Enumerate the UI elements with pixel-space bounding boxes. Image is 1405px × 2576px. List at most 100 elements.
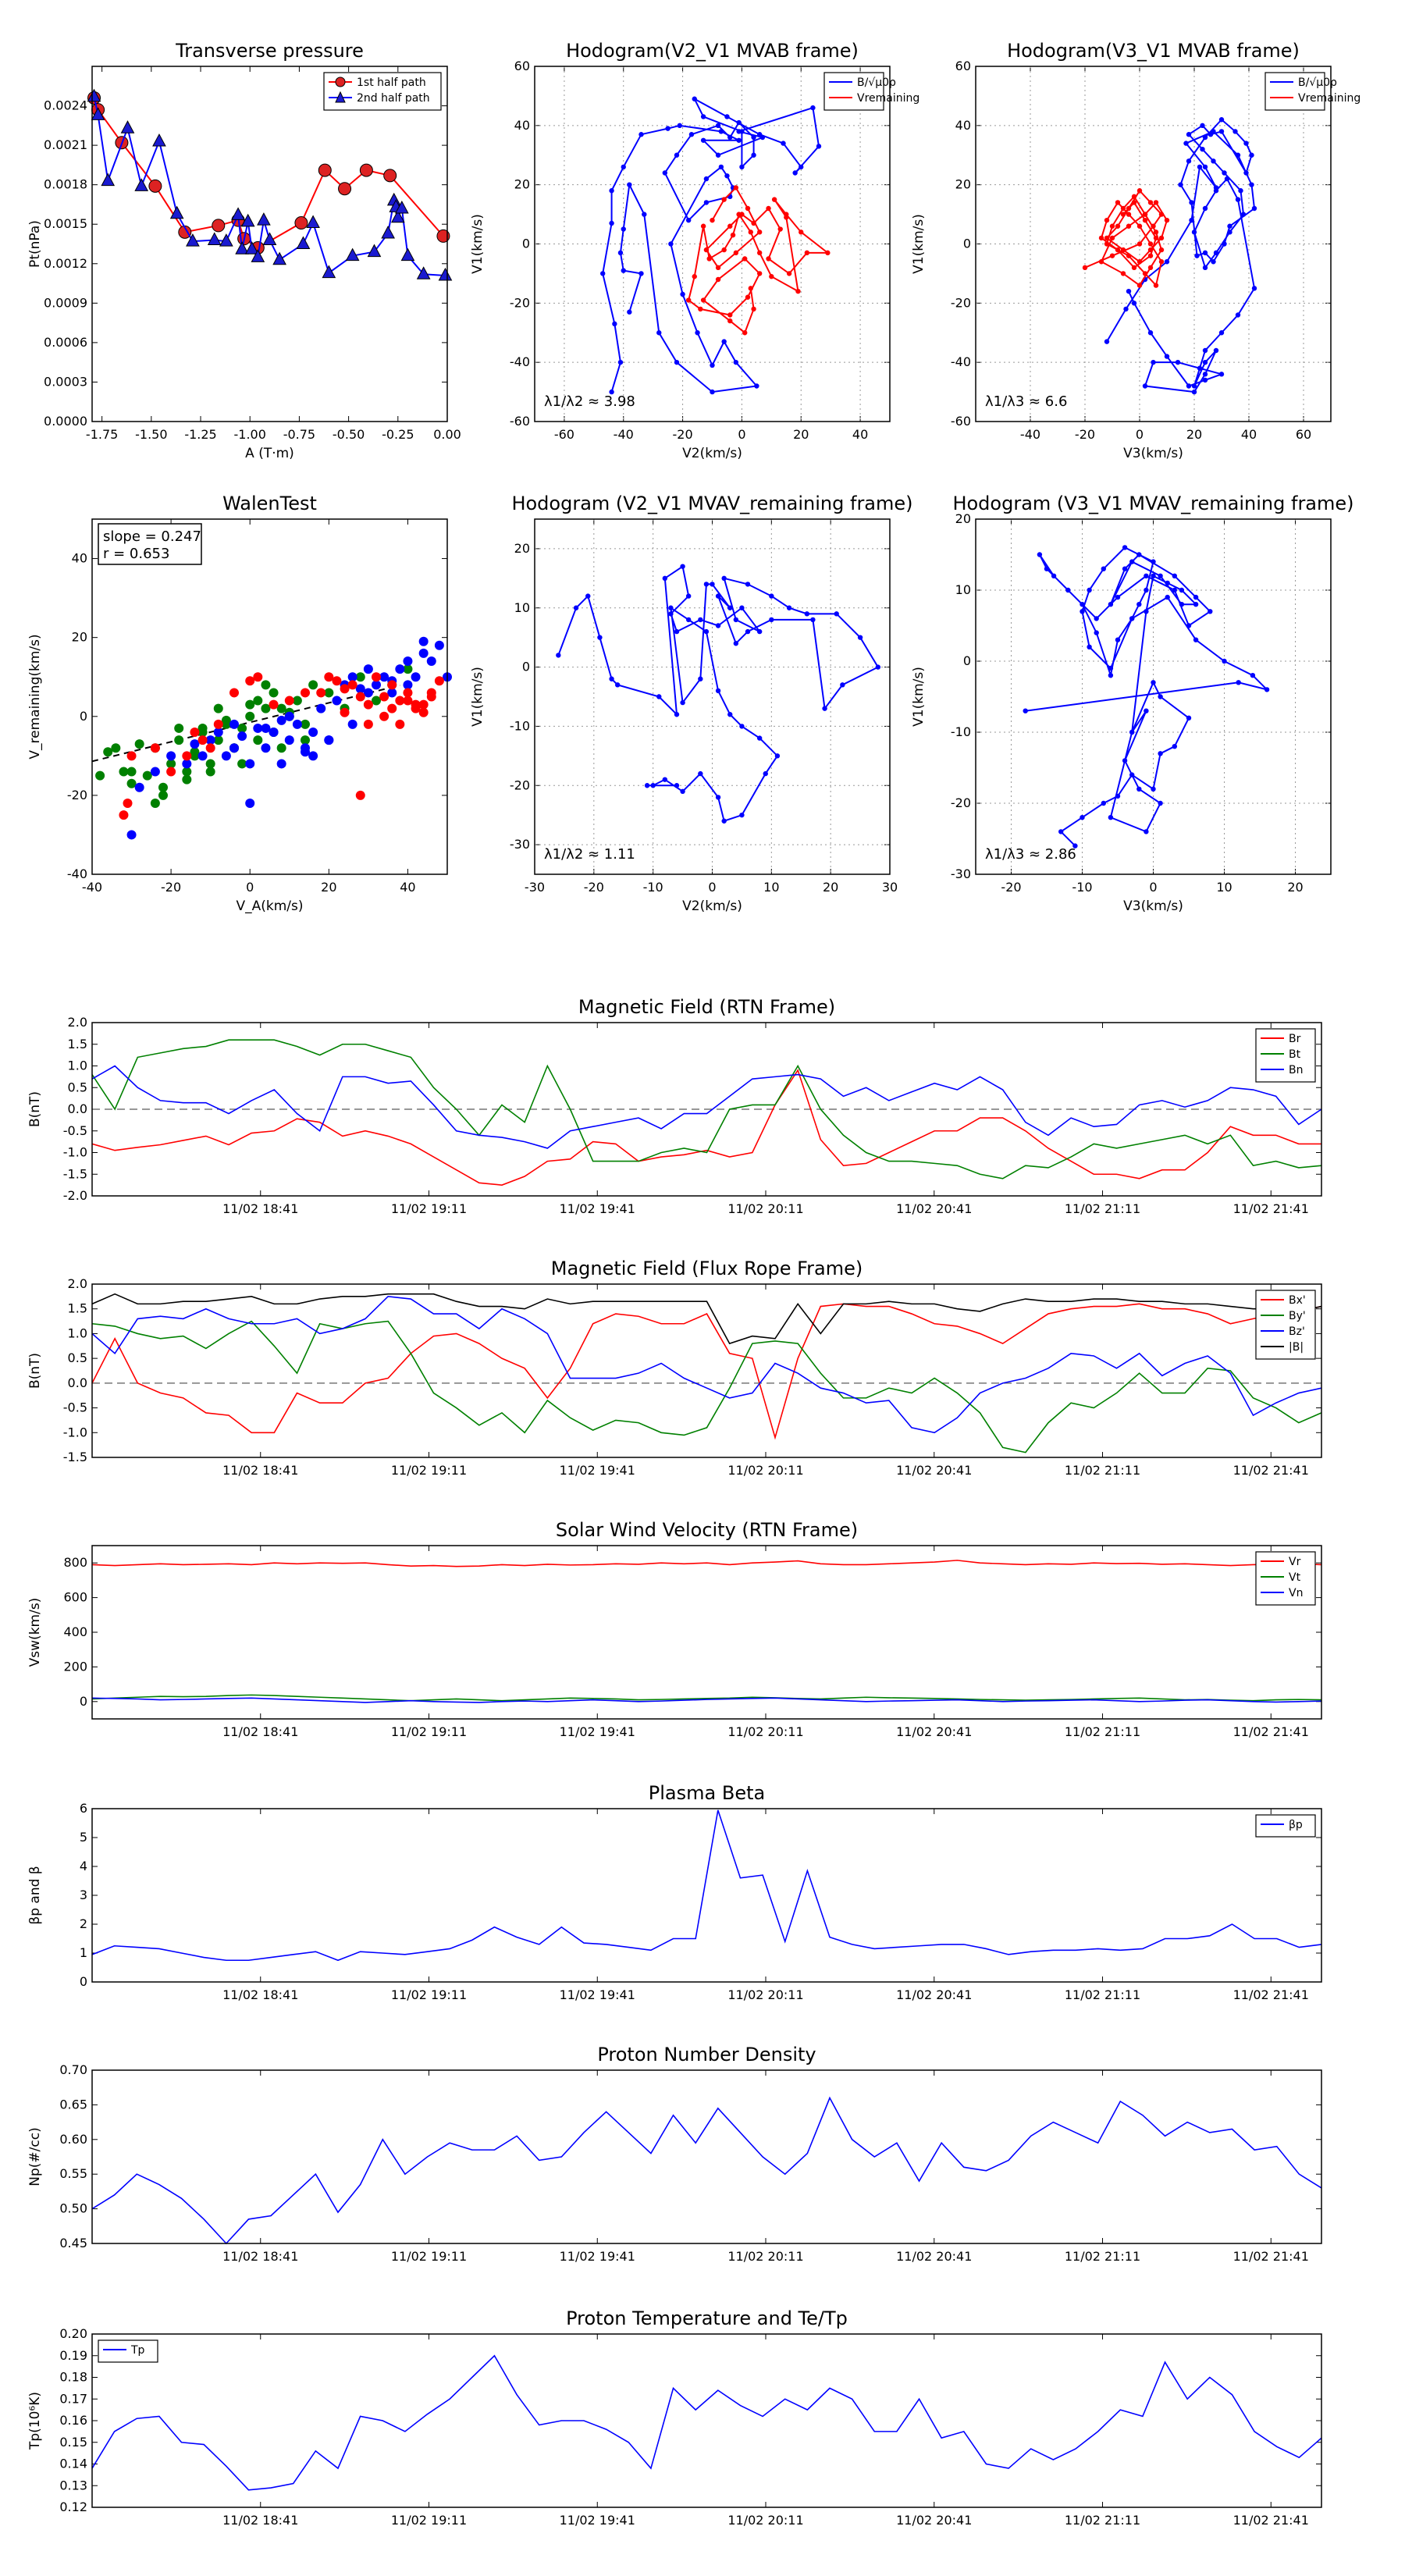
- data-point: [656, 694, 662, 699]
- data-point: [1144, 708, 1149, 713]
- data-point: [379, 692, 389, 702]
- data-point: [244, 241, 259, 254]
- data-point: [745, 205, 751, 212]
- data-point: [1109, 235, 1115, 241]
- series-line: [1106, 118, 1256, 393]
- x-tick-label: 60: [1296, 427, 1311, 442]
- y-tick-label: 0.15: [59, 2435, 87, 2450]
- data-point: [284, 696, 294, 706]
- y-tick-label: 40: [72, 551, 87, 566]
- data-point: [1158, 694, 1163, 699]
- data-point: [426, 656, 436, 666]
- data-point: [786, 271, 792, 276]
- data-point: [1208, 609, 1213, 614]
- data-point: [700, 137, 706, 143]
- data-point: [301, 743, 310, 753]
- legend: βp: [1255, 1814, 1316, 1838]
- x-tick-label: 30: [882, 880, 898, 895]
- data-point: [387, 680, 397, 690]
- data-point: [212, 219, 226, 233]
- y-tick-label: 1.0: [68, 1059, 87, 1073]
- data-point: [318, 163, 332, 177]
- data-point: [1178, 182, 1183, 187]
- data-point: [119, 767, 129, 777]
- data-point: [1238, 188, 1243, 194]
- series-B0: [1104, 117, 1257, 395]
- plot-frame: [91, 2069, 1322, 2244]
- data-point: [609, 676, 614, 681]
- y-axis-label: V_remaining(km/s): [27, 634, 43, 759]
- x-tick-label: -0.50: [333, 427, 365, 442]
- data-point: [126, 751, 137, 761]
- panel-title: Hodogram (V3_V1 MVAV_remaining frame): [952, 493, 1353, 514]
- legend-label: Br: [1289, 1033, 1301, 1045]
- panel-title: Solar Wind Velocity (RTN Frame): [556, 1519, 858, 1541]
- data-point: [1144, 587, 1149, 593]
- x-tick-label: 11/02 21:11: [1065, 1463, 1140, 1478]
- data-point: [698, 617, 703, 623]
- data-point: [875, 664, 881, 670]
- data-point: [123, 799, 133, 808]
- data-point: [1153, 235, 1159, 241]
- data-point: [721, 818, 727, 824]
- y-axis-label: B(nT): [27, 1353, 43, 1389]
- panel-hod3: Hodogram (V2_V1 MVAV_remaining frame) -30…: [470, 493, 913, 914]
- data-point: [769, 617, 774, 623]
- data-point: [733, 359, 739, 365]
- data-point: [1218, 330, 1225, 336]
- y-tick-label: -40: [67, 866, 87, 881]
- data-point: [1087, 587, 1092, 593]
- data-point: [1115, 637, 1121, 642]
- data-point: [126, 830, 137, 840]
- panel-tp: Proton Temperature and Te/Tp 0.12 0.13 0.14…: [27, 2307, 1322, 2528]
- y-axis-label: Vsw(km/s): [27, 1598, 43, 1667]
- x-tick-label: 40: [1241, 427, 1257, 442]
- data-point: [1108, 602, 1114, 607]
- y-tick-label: 0.45: [59, 2236, 87, 2250]
- data-point: [766, 256, 771, 262]
- data-point: [1158, 259, 1165, 265]
- data-point: [1120, 247, 1126, 253]
- data-point: [1172, 744, 1178, 749]
- data-point: [1131, 301, 1137, 306]
- x-tick-label: -20: [1001, 880, 1021, 895]
- series-line: [91, 1694, 1322, 1702]
- legend-box: [98, 2339, 158, 2363]
- data-point: [1218, 117, 1225, 123]
- y-tick-label: 0: [80, 1694, 87, 1709]
- data-point: [134, 782, 144, 792]
- data-point: [857, 635, 863, 640]
- data-point: [733, 185, 739, 190]
- data-point: [1153, 229, 1159, 235]
- data-point: [245, 676, 255, 686]
- data-point: [324, 688, 334, 698]
- data-point: [403, 656, 413, 666]
- x-tick-label: -1.75: [86, 427, 118, 442]
- x-tick-label: 11/02 19:11: [391, 1724, 467, 1739]
- x-tick-label: 11/02 19:11: [391, 1987, 467, 2002]
- data-point: [1101, 566, 1107, 571]
- data-point: [700, 297, 706, 303]
- data-point: [621, 226, 626, 232]
- data-point: [182, 751, 192, 761]
- x-tick-label: 0: [1136, 427, 1144, 442]
- x-tick-label: -10: [643, 880, 663, 895]
- panel-hod4: Hodogram (V3_V1 MVAV_remaining frame) -30…: [911, 493, 1354, 914]
- annotation-text: λ1/λ3 ≈ 2.86: [985, 846, 1076, 863]
- data-point: [1202, 265, 1208, 271]
- data-point: [810, 617, 816, 623]
- data-point: [751, 220, 756, 226]
- data-point: [642, 212, 647, 217]
- data-point: [1158, 247, 1165, 253]
- data-point: [1037, 552, 1043, 557]
- x-tick-label: 11/02 21:41: [1233, 2249, 1309, 2264]
- legend: Bx' By' Bz' |B|: [1255, 1290, 1316, 1360]
- plot-frame: [534, 66, 891, 422]
- data-point: [355, 790, 365, 800]
- series-line: [91, 2096, 1322, 2245]
- x-tick-label: 11/02 21:41: [1233, 2513, 1309, 2528]
- data-point: [1129, 772, 1135, 777]
- legend-box: [1255, 1814, 1316, 1838]
- data-point: [169, 205, 184, 219]
